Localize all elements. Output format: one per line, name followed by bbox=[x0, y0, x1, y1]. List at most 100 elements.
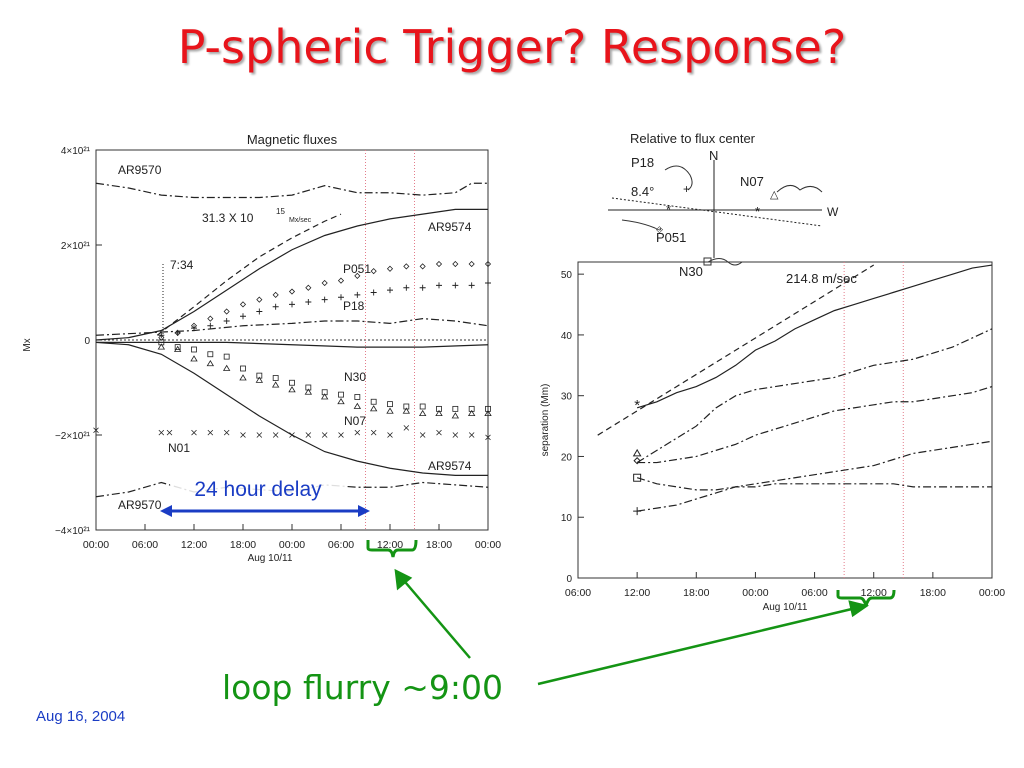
right-plot-ylabel: separation (Mm) bbox=[540, 384, 551, 457]
inset-n07-trace bbox=[776, 185, 823, 193]
left-ann-ar9570-bottom: AR9570 bbox=[118, 498, 162, 512]
left-plot-title: Magnetic fluxes bbox=[247, 132, 338, 147]
left-triangle-point bbox=[255, 376, 264, 383]
left-cross-point bbox=[338, 432, 344, 438]
left-plus-point bbox=[207, 322, 214, 329]
flux-center-diagram: Relative to flux center N W P18 8.4° N07… bbox=[608, 131, 839, 279]
inset-n30-marker bbox=[703, 257, 712, 266]
left-cross-point bbox=[419, 432, 426, 438]
left-diamond-point bbox=[305, 284, 312, 291]
right-series-line bbox=[637, 440, 993, 512]
left-plus-point bbox=[436, 282, 442, 289]
inset-p051-label: P051 bbox=[656, 230, 686, 245]
left-diamond-point bbox=[288, 288, 296, 295]
inset-asterisk-right: * bbox=[755, 204, 760, 219]
left-cross-point bbox=[223, 429, 230, 436]
left-diamond-point bbox=[435, 260, 443, 268]
left-plus-point bbox=[223, 318, 230, 324]
left-ann-p051: P051 bbox=[343, 262, 371, 276]
right-plot-series: * bbox=[597, 264, 993, 516]
left-triangle-point bbox=[386, 407, 394, 414]
left-cross-point bbox=[370, 429, 377, 436]
inset-p18-marker: + bbox=[683, 182, 690, 196]
inset-angle-line bbox=[611, 197, 823, 227]
right-ann-rate: 214.8 m/sec bbox=[786, 271, 857, 286]
left-ann-rate-unit: Mx/sec bbox=[289, 217, 312, 224]
right-marker-diamond bbox=[633, 457, 641, 465]
left-triangle-point bbox=[190, 355, 198, 362]
left-square-point bbox=[272, 375, 279, 381]
right-plot-annotations: 214.8 m/sec bbox=[786, 271, 857, 286]
right-plot-frame bbox=[577, 261, 993, 579]
left-diamond-point bbox=[468, 260, 475, 268]
right-x-tick-label: 06:00 bbox=[801, 587, 827, 599]
inset-p051-trace bbox=[621, 219, 661, 231]
left-diamond-point bbox=[321, 279, 328, 287]
left-cross-point bbox=[305, 432, 312, 438]
left-plus-point bbox=[321, 296, 328, 303]
left-ann-n30: N30 bbox=[344, 370, 366, 384]
left-plus-point bbox=[370, 289, 377, 296]
left-plus-point bbox=[338, 294, 344, 301]
left-diamond-point bbox=[452, 260, 459, 268]
inset-west-label: W bbox=[827, 205, 839, 219]
left-diamond-point bbox=[484, 260, 492, 268]
left-x-tick-label: 00:00 bbox=[279, 539, 305, 551]
left-ann-n01: N01 bbox=[168, 441, 190, 455]
left-triangle-point bbox=[369, 405, 378, 412]
inset-n30-trace bbox=[707, 258, 743, 266]
left-plus-point bbox=[289, 301, 295, 308]
left-x-tick-label: 12:00 bbox=[377, 539, 403, 551]
left-square-point bbox=[354, 394, 361, 400]
left-square-point bbox=[419, 403, 426, 410]
right-y-tick-label: 40 bbox=[561, 331, 573, 342]
right-marker-asterisk: * bbox=[634, 397, 640, 414]
left-cross-point bbox=[158, 429, 165, 436]
inset-p18-trace bbox=[664, 165, 693, 191]
inset-p051-marker: ◇ bbox=[656, 224, 663, 234]
left-plus-point bbox=[387, 287, 393, 294]
left-ann-ar9570-top: AR9570 bbox=[118, 163, 162, 177]
left-y-tick-label: 4×10²¹ bbox=[61, 146, 91, 157]
left-plus-point bbox=[468, 282, 475, 289]
left-square-point bbox=[191, 346, 197, 353]
delay-label: 24 hour delay bbox=[194, 478, 322, 501]
left-cross-point bbox=[207, 429, 214, 436]
left-diamond-point bbox=[256, 296, 263, 303]
left-cross-point bbox=[166, 429, 173, 436]
left-y-tick-label: 0 bbox=[84, 336, 90, 347]
left-triangle-point bbox=[239, 374, 247, 381]
left-diamond-point bbox=[239, 301, 247, 308]
right-plot-ticks: 06:00 12:00 18:00 00:00 06:00 12:00 18:00 00:00… bbox=[561, 262, 1005, 599]
left-cross-point bbox=[452, 432, 459, 438]
left-ann-rate: 31.3 X 10 bbox=[202, 211, 254, 225]
left-triangle-point bbox=[206, 359, 215, 367]
left-triangle-point bbox=[467, 409, 476, 417]
left-square-point bbox=[370, 398, 377, 405]
left-square-point bbox=[387, 401, 393, 408]
left-cross-point bbox=[272, 432, 279, 438]
left-series-line bbox=[156, 213, 342, 336]
left-x-tick-label: 06:00 bbox=[132, 539, 158, 551]
left-diamond-point bbox=[370, 268, 377, 275]
left-diamond-point bbox=[403, 263, 410, 270]
left-x-tick-label: 00:00 bbox=[83, 539, 109, 551]
left-y-tick-label: −4×10²¹ bbox=[55, 526, 91, 537]
right-series-line bbox=[637, 386, 993, 464]
left-diamond-point bbox=[207, 315, 214, 322]
inset-asterisk-left: * bbox=[666, 202, 671, 217]
left-square-point bbox=[289, 379, 295, 386]
left-diamond-point bbox=[419, 263, 426, 270]
left-triangle-point bbox=[484, 409, 492, 417]
left-x-tick-label: 12:00 bbox=[181, 539, 207, 551]
left-triangle-point bbox=[418, 409, 427, 417]
right-x-tick-label: 18:00 bbox=[920, 587, 946, 599]
callout-arrows bbox=[394, 568, 869, 686]
left-series-line bbox=[95, 182, 488, 199]
left-triangle-point bbox=[288, 386, 296, 393]
left-series-line bbox=[95, 208, 488, 341]
right-marker-square bbox=[633, 473, 642, 482]
left-plus-point bbox=[305, 299, 312, 305]
left-ann-p18: P18 bbox=[343, 299, 365, 313]
left-triangle-point bbox=[320, 393, 329, 400]
